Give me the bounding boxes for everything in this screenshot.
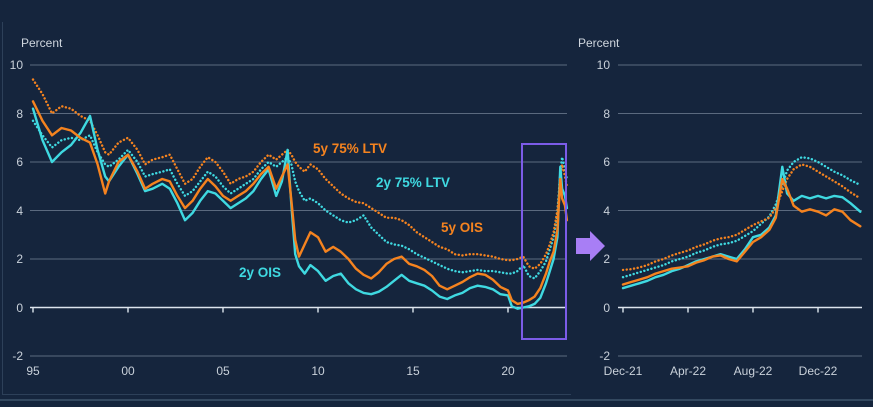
right-y-axis-tick-label: -2 — [599, 349, 610, 363]
left-y-axis-tick-label: 2 — [16, 252, 23, 266]
left-series-line-2y-75-ltv — [31, 119, 569, 280]
right-y-axis-tick-label: 0 — [603, 300, 610, 315]
zoom-arrow-icon — [574, 229, 608, 265]
right-x-axis-tick-label: Dec-22 — [798, 364, 838, 378]
left-y-axis-tick-label: 6 — [16, 155, 23, 169]
right-y-axis-tick-label: 2 — [603, 252, 610, 266]
series-label-5y-75-ltv: 5y 75% LTV — [313, 141, 388, 156]
right-series-line-5y-ois — [621, 177, 862, 286]
right-x-axis-tick-label: Dec-21 — [603, 364, 643, 378]
left-x-axis-tick-label: 05 — [216, 364, 230, 378]
right-series-line-2y-ois — [621, 165, 862, 290]
left-x-axis-tick-label: 10 — [311, 364, 325, 378]
left-x-axis-tick-label: 95 — [26, 364, 40, 378]
left-y-axis-tick-label: 8 — [16, 106, 23, 121]
right-x-axis-tick-label: Aug-22 — [733, 364, 773, 378]
bottom-divider — [0, 399, 873, 401]
left-x-axis-tick-label: 00 — [121, 364, 135, 378]
left-y-axis-tick-label: 0 — [16, 300, 23, 315]
left-series-line-2y-ois — [31, 107, 569, 310]
left-y-axis-tick-label: -2 — [12, 349, 23, 363]
right-chart-unit-label: Percent — [578, 36, 620, 50]
left-series-line-5y-75-ltv — [31, 78, 569, 270]
right-y-axis-tick-label: 4 — [603, 203, 610, 218]
highlight-box — [521, 143, 567, 340]
left-x-axis-tick-label: 20 — [501, 364, 515, 378]
left-y-axis-tick-label: 4 — [16, 203, 23, 218]
right-y-axis-tick-label: 6 — [603, 155, 610, 169]
series-label-2y-ois: 2y OIS — [239, 265, 282, 280]
zoom-arrow-shape — [576, 231, 605, 261]
series-label-5y-ois: 5y OIS — [441, 220, 484, 235]
right-x-axis-tick-label: Apr-22 — [669, 364, 707, 378]
series-label-2y-75-ltv: 2y 75% LTV — [376, 175, 451, 190]
right-y-axis-tick-label: 8 — [603, 106, 610, 121]
left-x-axis-tick-label: 15 — [406, 364, 420, 378]
right-series-line-5y-75-ltv — [621, 163, 862, 272]
right-series-line-2y-75-ltv — [621, 156, 862, 279]
left-y-axis-tick-label: 10 — [9, 58, 23, 72]
left-series-line-5y-ois — [31, 100, 569, 306]
left-chart-unit-label: Percent — [21, 36, 63, 50]
right-y-axis-tick-label: 10 — [596, 58, 610, 72]
